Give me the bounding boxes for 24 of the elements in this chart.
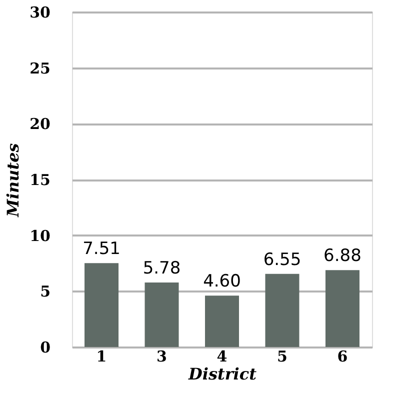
y-axis-title: Minutes: [4, 143, 23, 218]
x-tick-label: 4: [216, 348, 228, 366]
bar: [144, 282, 179, 347]
y-tick-label: 0: [40, 338, 50, 356]
y-tick-label: 20: [30, 115, 50, 134]
y-tick-label: 25: [30, 59, 50, 78]
bar: [265, 274, 300, 347]
data-label: 5.78: [142, 258, 181, 278]
bar: [325, 270, 360, 347]
x-tick-label: 3: [156, 348, 167, 366]
y-tick-label: 30: [30, 4, 50, 22]
data-label: 6.88: [324, 246, 362, 266]
y-tick-label: 15: [30, 171, 50, 189]
x-tick-label: 1: [96, 348, 107, 366]
y-tick-label: 5: [40, 282, 50, 301]
bar: [84, 263, 119, 347]
data-label: 7.51: [82, 239, 120, 260]
x-axis-title: District: [188, 364, 258, 384]
x-tick-label: 5: [277, 348, 288, 366]
bar: [205, 296, 239, 347]
x-tick-label: 6: [337, 348, 348, 366]
data-label: 4.60: [203, 272, 241, 292]
y-tick-label: 10: [30, 226, 50, 245]
data-label: 6.55: [263, 250, 302, 270]
